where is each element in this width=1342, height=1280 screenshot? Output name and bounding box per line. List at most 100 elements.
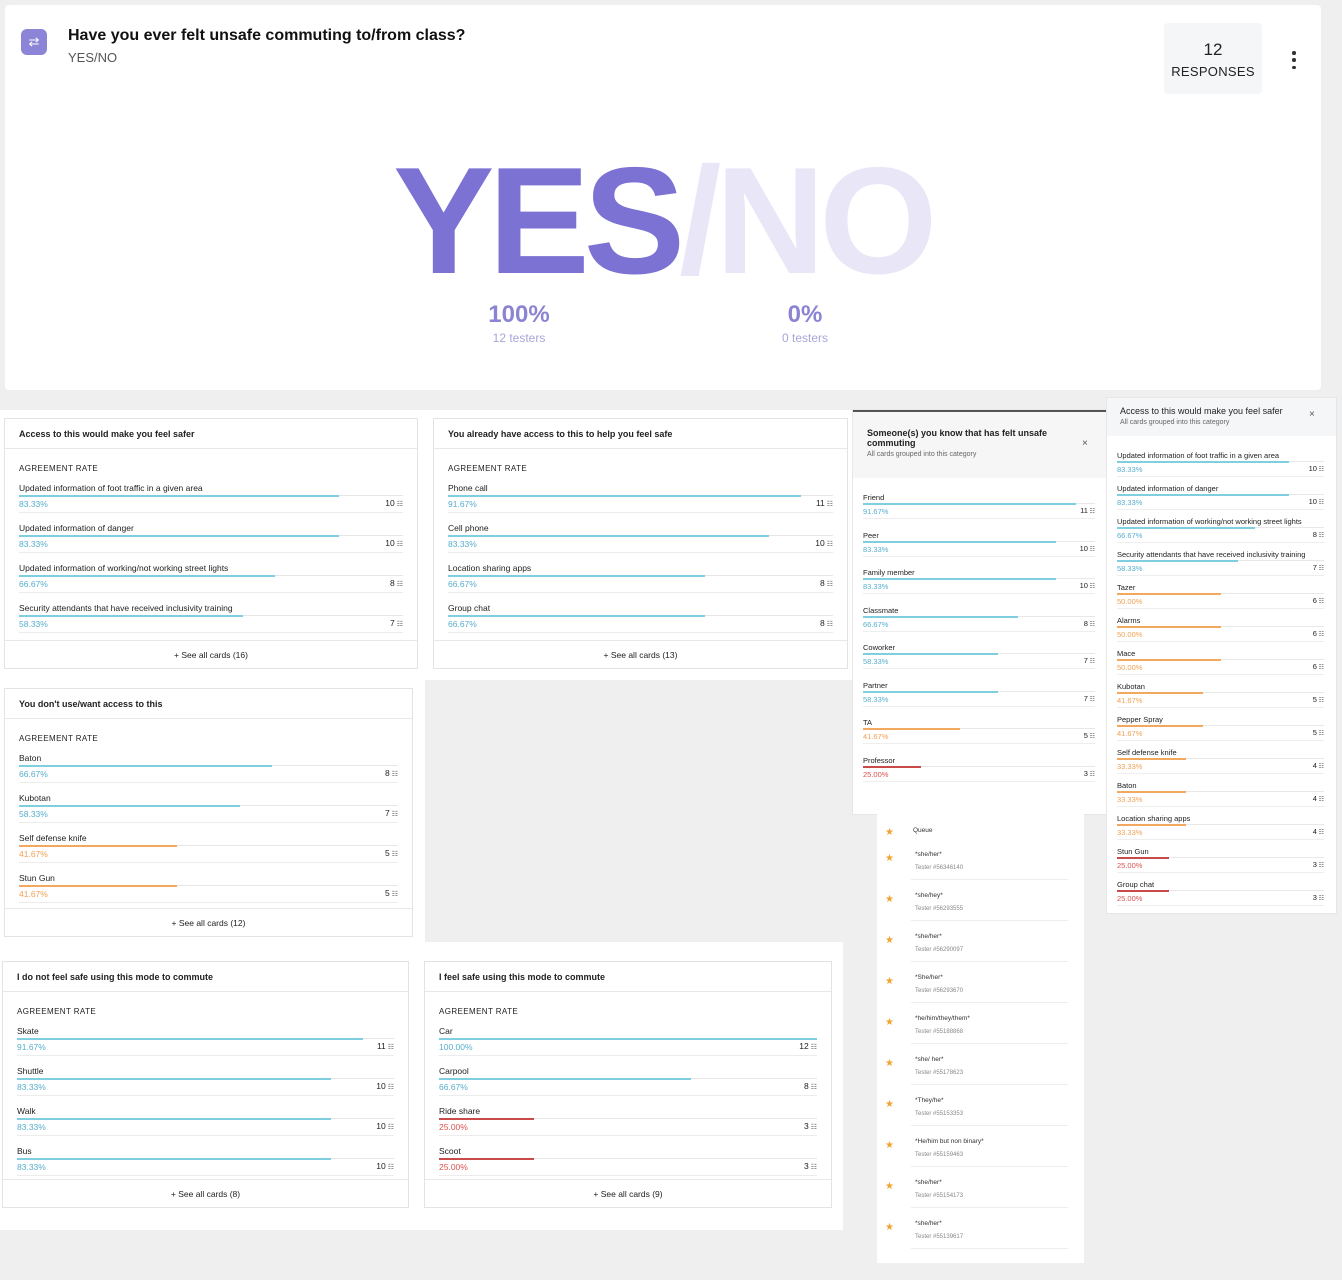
agreement-row[interactable]: Skate 91.67% 11: [17, 1026, 394, 1066]
tester-list-item[interactable]: ★ *she/hey* Tester #56293555: [877, 892, 1084, 933]
agreement-row[interactable]: Car 100.00% 12: [439, 1026, 817, 1066]
tester-id: Tester #56293555: [915, 906, 964, 912]
agreement-row[interactable]: Updated information of working/not worki…: [1117, 517, 1324, 550]
row-bar: [1117, 857, 1169, 859]
agreement-row[interactable]: Phone call 91.67% 11: [448, 483, 833, 523]
row-bar: [863, 765, 921, 768]
agreement-row[interactable]: Updated information of danger 83.33% 10: [19, 523, 403, 563]
tester-list-item[interactable]: ★ *He/him but non binary* Tester #55159463: [877, 1138, 1084, 1179]
agreement-row[interactable]: Walk 83.33% 10: [17, 1106, 394, 1146]
agreement-row[interactable]: Professor 25.00% 3: [863, 756, 1095, 794]
row-count: 10: [376, 1081, 394, 1091]
agreement-row[interactable]: Partner 58.33% 7: [863, 681, 1095, 719]
star-icon: ★: [885, 853, 894, 864]
no-result: 0% 0 testers: [745, 301, 865, 345]
yes-no-graphic: YES/NO: [393, 145, 937, 297]
row-bar: [19, 805, 241, 807]
agreement-row[interactable]: Updated information of working/not worki…: [19, 563, 403, 603]
row-divider: [19, 862, 398, 863]
star-icon: ★: [885, 894, 894, 905]
question-type: YES/NO: [68, 50, 118, 65]
agreement-row[interactable]: Updated information of danger 83.33% 10: [1117, 484, 1324, 517]
agreement-row[interactable]: Stun Gun 41.67% 5: [19, 873, 398, 913]
agreement-row[interactable]: Location sharing apps 33.33% 4: [1117, 814, 1324, 847]
see-all-cards-link[interactable]: + See all cards (16): [5, 640, 417, 668]
row-percent: 58.33%: [1117, 564, 1143, 573]
agreement-row[interactable]: TA 41.67% 5: [863, 718, 1095, 756]
agreement-row[interactable]: Kubotan 58.33% 7: [19, 793, 398, 833]
row-percent: 83.33%: [1117, 465, 1143, 474]
agreement-row[interactable]: Ride share 25.00% 3: [439, 1106, 817, 1146]
agreement-row[interactable]: Updated information of foot traffic in a…: [19, 483, 403, 523]
agreement-row[interactable]: Pepper Spray 41.67% 5: [1117, 715, 1324, 748]
agreement-row[interactable]: Self defense knife 33.33% 4: [1117, 748, 1324, 781]
tester-list-item[interactable]: ★ *she/ her* Tester #55178623: [877, 1056, 1084, 1097]
row-track: [1117, 692, 1324, 693]
row-count: 7: [1313, 563, 1324, 572]
row-label: Updated information of working/not worki…: [1117, 517, 1302, 526]
agreement-row[interactable]: Cell phone 83.33% 10: [448, 523, 833, 563]
agreement-row[interactable]: Mace 50.00% 6: [1117, 649, 1324, 682]
tester-list-item[interactable]: ★ *She/her* Tester #56293670: [877, 974, 1084, 1015]
agreement-row[interactable]: Baton 66.67% 8: [19, 753, 398, 793]
row-count: 11: [816, 498, 833, 508]
tester-list-item[interactable]: ★ *she/her* Tester #55154173: [877, 1179, 1084, 1220]
row-percent: 91.67%: [17, 1042, 46, 1052]
row-bar: [17, 1078, 332, 1080]
agreement-row[interactable]: Kubotan 41.67% 5: [1117, 682, 1324, 715]
row-track: [1117, 659, 1324, 660]
close-icon[interactable]: ×: [1082, 438, 1088, 449]
tester-list-item[interactable]: ★ *she/her* Tester #56346140: [877, 851, 1084, 892]
row-label: Group chat: [448, 603, 491, 613]
row-divider: [863, 593, 1095, 594]
agreement-row[interactable]: Scoot 25.00% 3: [439, 1146, 817, 1186]
tester-pronouns: *He/him but non binary*: [915, 1138, 984, 1145]
close-icon[interactable]: ×: [1309, 409, 1315, 420]
yes-no-question-icon: ⇄: [21, 29, 47, 55]
agreement-row[interactable]: Tazer 50.00% 6: [1117, 583, 1324, 616]
agreement-row[interactable]: Security attendants that have received i…: [19, 603, 403, 643]
agreement-row[interactable]: Alarms 50.00% 6: [1117, 616, 1324, 649]
agreement-row[interactable]: Family member 83.33% 10: [863, 568, 1095, 606]
agreement-row[interactable]: Classmate 66.67% 8: [863, 606, 1095, 644]
agreement-row[interactable]: Group chat 66.67% 8: [448, 603, 833, 643]
see-all-cards-link[interactable]: + See all cards (9): [425, 1179, 831, 1207]
agreement-row[interactable]: Security attendants that have received i…: [1117, 550, 1324, 583]
agreement-row[interactable]: Shuttle 83.33% 10: [17, 1066, 394, 1106]
row-divider: [17, 1095, 394, 1096]
agreement-row[interactable]: Carpool 66.67% 8: [439, 1066, 817, 1106]
tester-id: Tester #55188868: [915, 1029, 964, 1035]
item-divider: [911, 1002, 1068, 1003]
agreement-row[interactable]: Bus 83.33% 10: [17, 1146, 394, 1186]
see-all-cards-link[interactable]: + See all cards (13): [434, 640, 847, 668]
see-all-cards-link[interactable]: + See all cards (8): [3, 1179, 408, 1207]
agreement-row[interactable]: Baton 33.33% 4: [1117, 781, 1324, 814]
agreement-row[interactable]: Location sharing apps 66.67% 8: [448, 563, 833, 603]
row-count: 10: [385, 538, 403, 548]
agreement-row[interactable]: Friend 91.67% 11: [863, 493, 1095, 531]
row-track: [1117, 626, 1324, 627]
row-label: Professor: [863, 755, 896, 765]
row-label: Self defense knife: [1117, 748, 1177, 757]
tester-list-item[interactable]: ★ *he/him/they/them* Tester #55188868: [877, 1015, 1084, 1056]
agreement-row[interactable]: Group chat 25.00% 3: [1117, 880, 1324, 913]
more-options-icon[interactable]: [1288, 51, 1300, 69]
agreement-row[interactable]: Updated information of foot traffic in a…: [1117, 451, 1324, 484]
row-percent: 25.00%: [1117, 894, 1143, 903]
row-label: Updated information of danger: [1117, 484, 1219, 493]
row-count: 10: [815, 538, 833, 548]
row-bar: [1117, 461, 1290, 463]
item-divider: [911, 1248, 1068, 1249]
row-percent: 33.33%: [1117, 795, 1143, 804]
agreement-row[interactable]: Stun Gun 25.00% 3: [1117, 847, 1324, 880]
agreement-row[interactable]: Coworker 58.33% 7: [863, 643, 1095, 681]
row-divider: [448, 552, 833, 553]
tester-list-item[interactable]: ★ *she/her* Tester #56290097: [877, 933, 1084, 974]
agreement-row[interactable]: Peer 83.33% 10: [863, 531, 1095, 569]
agreement-row[interactable]: Self defense knife 41.67% 5: [19, 833, 398, 873]
see-all-cards-link[interactable]: + See all cards (12): [5, 908, 412, 936]
row-label: Security attendants that have received i…: [19, 603, 233, 613]
panel-title: Someone(s) you know that has felt unsafe…: [867, 428, 1048, 448]
tester-list-item[interactable]: ★ *she/her* Tester #55139617: [877, 1220, 1084, 1261]
tester-list-item[interactable]: ★ *They/he* Tester #55153353: [877, 1097, 1084, 1138]
